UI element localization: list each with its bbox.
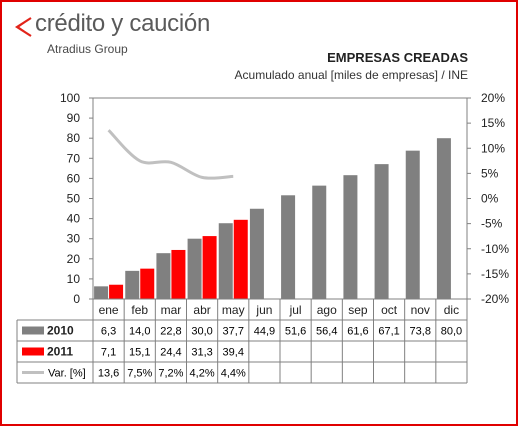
bar-2011: [233, 219, 248, 299]
table-cell-2011: 31,3: [191, 347, 212, 359]
table-cell-2010: 51,6: [285, 326, 306, 338]
bar-2011: [109, 284, 124, 299]
chart-subtitle: Acumulado anual [miles de empresas] / IN…: [234, 68, 468, 82]
bar-2010: [187, 238, 202, 299]
y-left-tick-label: 50: [67, 192, 81, 206]
brand-chevron-icon: [14, 17, 32, 37]
y-right-tick-label: 0%: [481, 192, 499, 206]
y-right-tick-label: 5%: [481, 166, 499, 180]
table-cell-variation: 4,4%: [221, 368, 246, 380]
table-cell-2011: 39,4: [223, 347, 244, 359]
legend-key-2011: [22, 347, 44, 356]
bar-2010: [94, 286, 109, 299]
bar-2010: [281, 195, 296, 299]
y-left-tick-label: 80: [67, 131, 81, 145]
y-left-tick-label: 20: [67, 252, 81, 266]
bar-2011: [171, 249, 186, 299]
bar-2010: [218, 223, 233, 299]
y-right-tick-label: 15%: [481, 116, 505, 130]
y-right-tick-label: -15%: [481, 267, 509, 281]
table-cell-2010: 6,3: [101, 326, 116, 338]
y-right-tick-label: -5%: [481, 217, 503, 231]
table-cell-2010: 67,1: [378, 326, 399, 338]
table-cell-variation: 4,2%: [190, 368, 215, 380]
legend-label-2011: 2011: [47, 345, 73, 359]
x-tick-label: ago: [317, 303, 337, 317]
x-tick-label: jul: [289, 303, 302, 317]
y-left-tick-label: 100: [60, 91, 80, 105]
x-tick-label: oct: [381, 303, 398, 317]
legend-key-2010: [22, 326, 44, 335]
brand-group: Atradius Group: [47, 42, 128, 56]
bar-2010: [436, 138, 451, 299]
y-left-tick-label: 0: [73, 292, 80, 306]
y-left-tick-label: 70: [67, 151, 81, 165]
bar-2011: [202, 236, 217, 299]
table-cell-variation: 7,5%: [127, 368, 152, 380]
bar-2010: [374, 164, 389, 299]
x-tick-label: dic: [444, 303, 459, 317]
table-cell-2010: 30,0: [191, 326, 212, 338]
x-tick-label: mar: [161, 303, 182, 317]
x-tick-label: sep: [348, 303, 368, 317]
bar-2010: [405, 150, 420, 299]
x-tick-label: feb: [131, 303, 148, 317]
bar-2010: [343, 175, 358, 299]
bar-2010: [249, 208, 264, 299]
y-left-tick-label: 10: [67, 272, 81, 286]
table-cell-2011: 7,1: [101, 347, 116, 359]
legend-label-2010: 2010: [47, 324, 74, 338]
table-cell-2010: 73,8: [410, 326, 431, 338]
bar-2010: [125, 270, 140, 299]
y-left-tick-label: 90: [67, 111, 81, 125]
table-cell-2011: 15,1: [129, 347, 150, 359]
brand-name: crédito y caución: [35, 10, 210, 37]
y-left-tick-label: 30: [67, 232, 81, 246]
table-cell-2010: 61,6: [347, 326, 368, 338]
bar-2010: [312, 185, 327, 299]
legend-label-variation: Var. [%]: [48, 368, 86, 380]
y-right-tick-label: -10%: [481, 242, 509, 256]
chart-title: EMPRESAS CREADAS: [327, 50, 468, 65]
x-tick-label: abr: [193, 303, 210, 317]
x-tick-label: nov: [411, 303, 430, 317]
y-left-tick-label: 40: [67, 212, 81, 226]
table-cell-2010: 56,4: [316, 326, 337, 338]
bar-2011: [140, 268, 155, 299]
y-right-tick-label: 10%: [481, 141, 505, 155]
table-cell-2010: 22,8: [160, 326, 181, 338]
y-right-tick-label: -20%: [481, 292, 509, 306]
bar-2010: [156, 253, 171, 299]
x-tick-label: jun: [255, 303, 272, 317]
x-tick-label: ene: [99, 303, 119, 317]
table-cell-2010: 14,0: [129, 326, 150, 338]
table-cell-2010: 44,9: [254, 326, 275, 338]
x-tick-label: may: [222, 303, 245, 317]
table-cell-2010: 37,7: [223, 326, 244, 338]
y-right-tick-label: 20%: [481, 91, 505, 105]
table-cell-variation: 7,2%: [158, 368, 183, 380]
table-cell-2011: 24,4: [160, 347, 181, 359]
line-variation: [107, 129, 234, 180]
y-left-tick-label: 60: [67, 171, 81, 185]
table-cell-2010: 80,0: [441, 326, 462, 338]
table-cell-variation: 13,6: [98, 368, 119, 380]
